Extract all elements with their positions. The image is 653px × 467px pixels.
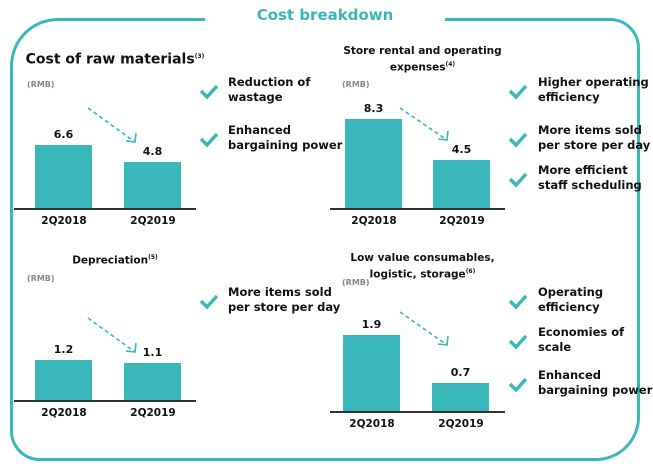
data-label: 1.2 [53,343,74,356]
reason-text: Economies of scale [538,325,625,354]
checkmark-icon [508,294,528,310]
checkmark-icon [508,132,528,148]
chart-title-text: Low value consumables, logistic, storage [350,252,495,281]
bar-2Q2018 [343,335,400,411]
footnote-marker: (3) [194,53,205,60]
category-label: 2Q2019 [439,215,485,227]
chart-title: Depreciation(5) [20,251,210,268]
category-label: 2Q2019 [438,418,484,430]
checkmark-icon [199,132,219,148]
trend-down-arrow-icon [87,107,137,143]
checkmark-icon [508,377,528,393]
trend-down-arrow-icon [87,317,137,353]
checkmark-icon [508,172,528,188]
chart-title-text: Depreciation [72,254,149,267]
page-title: Cost breakdown [256,6,394,24]
reason-text: More items sold per store per day [538,123,651,152]
category-label: 2Q2019 [130,407,176,419]
x-axis-line [14,208,196,210]
checkmark-icon [508,334,528,350]
data-label: 8.3 [363,102,384,115]
bar-2Q2019 [124,363,181,400]
data-label: 1.1 [142,346,163,360]
trend-down-arrow-icon [399,311,449,346]
x-axis-line [330,208,505,210]
category-label: 2Q2018 [349,418,395,430]
unit-label: (RMB) [27,274,55,283]
data-label: 0.7 [450,366,471,379]
footnote-marker: (4) [445,61,456,68]
chart-title: Low value consumables, logistic, storage… [330,251,515,282]
reason-text: Enhanced bargaining power [538,368,653,397]
chart-title: Cost of raw materials(3) [20,50,210,67]
reason-text: Operating efficiency [538,285,604,314]
category-label: 2Q2019 [130,215,176,227]
bar-2Q2019 [124,162,181,208]
reason-text: More items sold per store per day [228,285,341,314]
checkmark-icon [199,84,219,100]
chart-title: Store rental and operating expenses(4) [330,44,515,75]
x-axis-line [14,400,196,402]
checkmark-icon [508,84,528,100]
bar-2Q2018 [35,145,92,208]
data-label: 4.8 [142,145,163,159]
data-label: 1.9 [361,318,382,331]
reason-text: Higher operating efficiency [538,75,649,104]
checkmark-icon [199,294,219,310]
reason-text: Reduction of wastage [228,75,311,104]
bar-2Q2019 [433,159,490,208]
data-label: 4.5 [451,142,472,156]
unit-label: (RMB) [342,278,370,287]
data-label: 6.6 [53,128,74,141]
reason-text: More efficient staff scheduling [538,163,642,192]
chart-title-text: Cost of raw materials [25,51,195,68]
category-label: 2Q2018 [351,215,397,227]
category-label: 2Q2018 [41,407,87,419]
trend-down-arrow-icon [399,107,449,141]
x-axis-line [330,411,505,413]
reason-text: Enhanced bargaining power [228,123,343,152]
bar-2Q2018 [345,119,402,208]
footnote-marker: (6) [465,268,476,275]
unit-label: (RMB) [27,80,55,89]
bar-2Q2019 [432,383,489,411]
title-gap [205,8,445,28]
unit-label: (RMB) [342,80,370,89]
category-label: 2Q2018 [41,215,87,227]
chart-title-text: Store rental and operating expenses [343,45,502,74]
bar-2Q2018 [35,360,92,400]
footnote-marker: (5) [148,254,158,261]
